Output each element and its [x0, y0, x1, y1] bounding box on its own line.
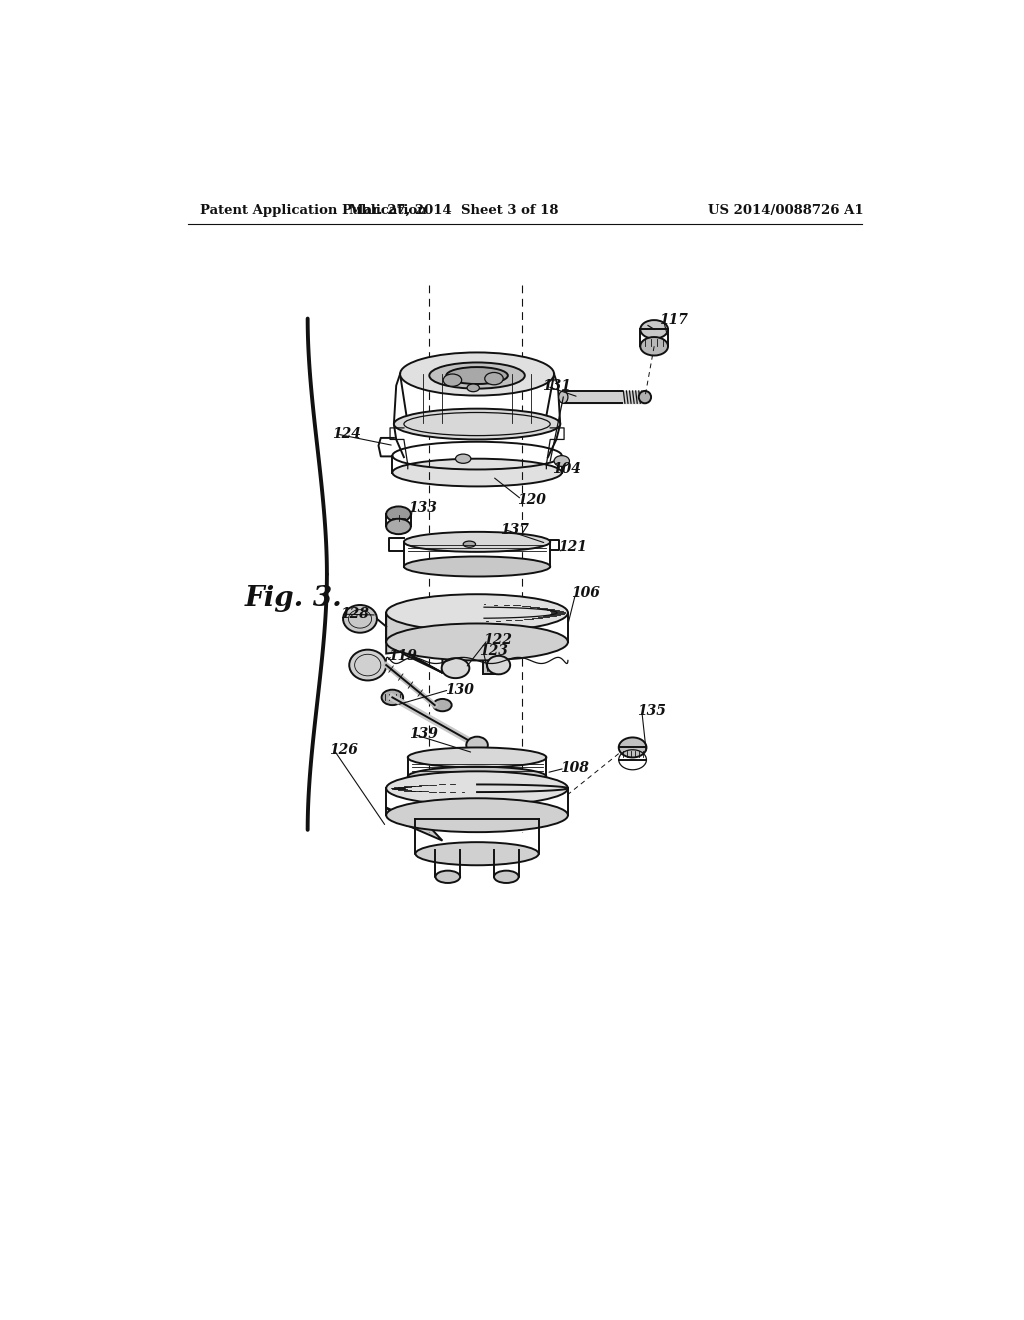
Text: 137: 137: [500, 523, 529, 536]
Text: 133: 133: [408, 502, 436, 515]
Text: 124: 124: [333, 428, 361, 441]
Text: 121: 121: [558, 540, 587, 554]
Ellipse shape: [416, 842, 539, 866]
Ellipse shape: [386, 594, 568, 631]
Text: 106: 106: [571, 586, 600, 601]
Text: 123: 123: [478, 644, 508, 659]
Ellipse shape: [640, 337, 668, 355]
Ellipse shape: [408, 747, 547, 767]
Text: 139: 139: [410, 727, 438, 742]
Text: US 2014/0088726 A1: US 2014/0088726 A1: [708, 205, 863, 218]
Ellipse shape: [403, 532, 550, 552]
Ellipse shape: [386, 623, 568, 660]
Ellipse shape: [443, 374, 462, 387]
Ellipse shape: [394, 409, 560, 440]
Text: Mar. 27, 2014  Sheet 3 of 18: Mar. 27, 2014 Sheet 3 of 18: [349, 205, 559, 218]
Polygon shape: [442, 657, 463, 676]
Ellipse shape: [559, 391, 568, 404]
Ellipse shape: [400, 352, 554, 396]
Text: 108: 108: [560, 762, 589, 775]
Ellipse shape: [618, 738, 646, 758]
Ellipse shape: [403, 557, 550, 577]
Text: 131: 131: [543, 379, 571, 393]
Ellipse shape: [463, 541, 475, 548]
Ellipse shape: [487, 656, 510, 675]
Ellipse shape: [408, 767, 547, 787]
Ellipse shape: [386, 507, 411, 521]
Ellipse shape: [349, 649, 386, 681]
Ellipse shape: [467, 384, 479, 392]
Text: 135: 135: [637, 705, 666, 718]
Ellipse shape: [466, 737, 487, 754]
Ellipse shape: [554, 455, 569, 466]
Ellipse shape: [382, 689, 403, 705]
Text: 128: 128: [340, 607, 369, 622]
Ellipse shape: [441, 659, 469, 678]
Ellipse shape: [456, 454, 471, 463]
Ellipse shape: [429, 363, 524, 388]
Polygon shape: [386, 808, 442, 841]
Text: 126: 126: [330, 743, 358, 756]
Text: 120: 120: [517, 492, 546, 507]
Text: 119: 119: [388, 649, 417, 663]
Text: 104: 104: [553, 462, 582, 477]
Ellipse shape: [446, 367, 508, 384]
Text: 122: 122: [483, 632, 512, 647]
Ellipse shape: [494, 871, 518, 883]
Polygon shape: [386, 607, 446, 653]
Ellipse shape: [640, 321, 668, 339]
Text: Fig. 3.: Fig. 3.: [245, 585, 342, 612]
Ellipse shape: [433, 700, 452, 711]
Text: 130: 130: [444, 682, 473, 697]
Polygon shape: [483, 659, 500, 675]
Ellipse shape: [484, 372, 503, 385]
Ellipse shape: [386, 799, 568, 832]
Text: Patent Application Publication: Patent Application Publication: [200, 205, 427, 218]
Ellipse shape: [386, 519, 411, 535]
Ellipse shape: [639, 391, 651, 404]
Ellipse shape: [435, 871, 460, 883]
Polygon shape: [386, 642, 442, 673]
Ellipse shape: [343, 605, 377, 632]
Ellipse shape: [386, 771, 568, 805]
Ellipse shape: [392, 459, 562, 487]
Text: 117: 117: [658, 313, 688, 327]
